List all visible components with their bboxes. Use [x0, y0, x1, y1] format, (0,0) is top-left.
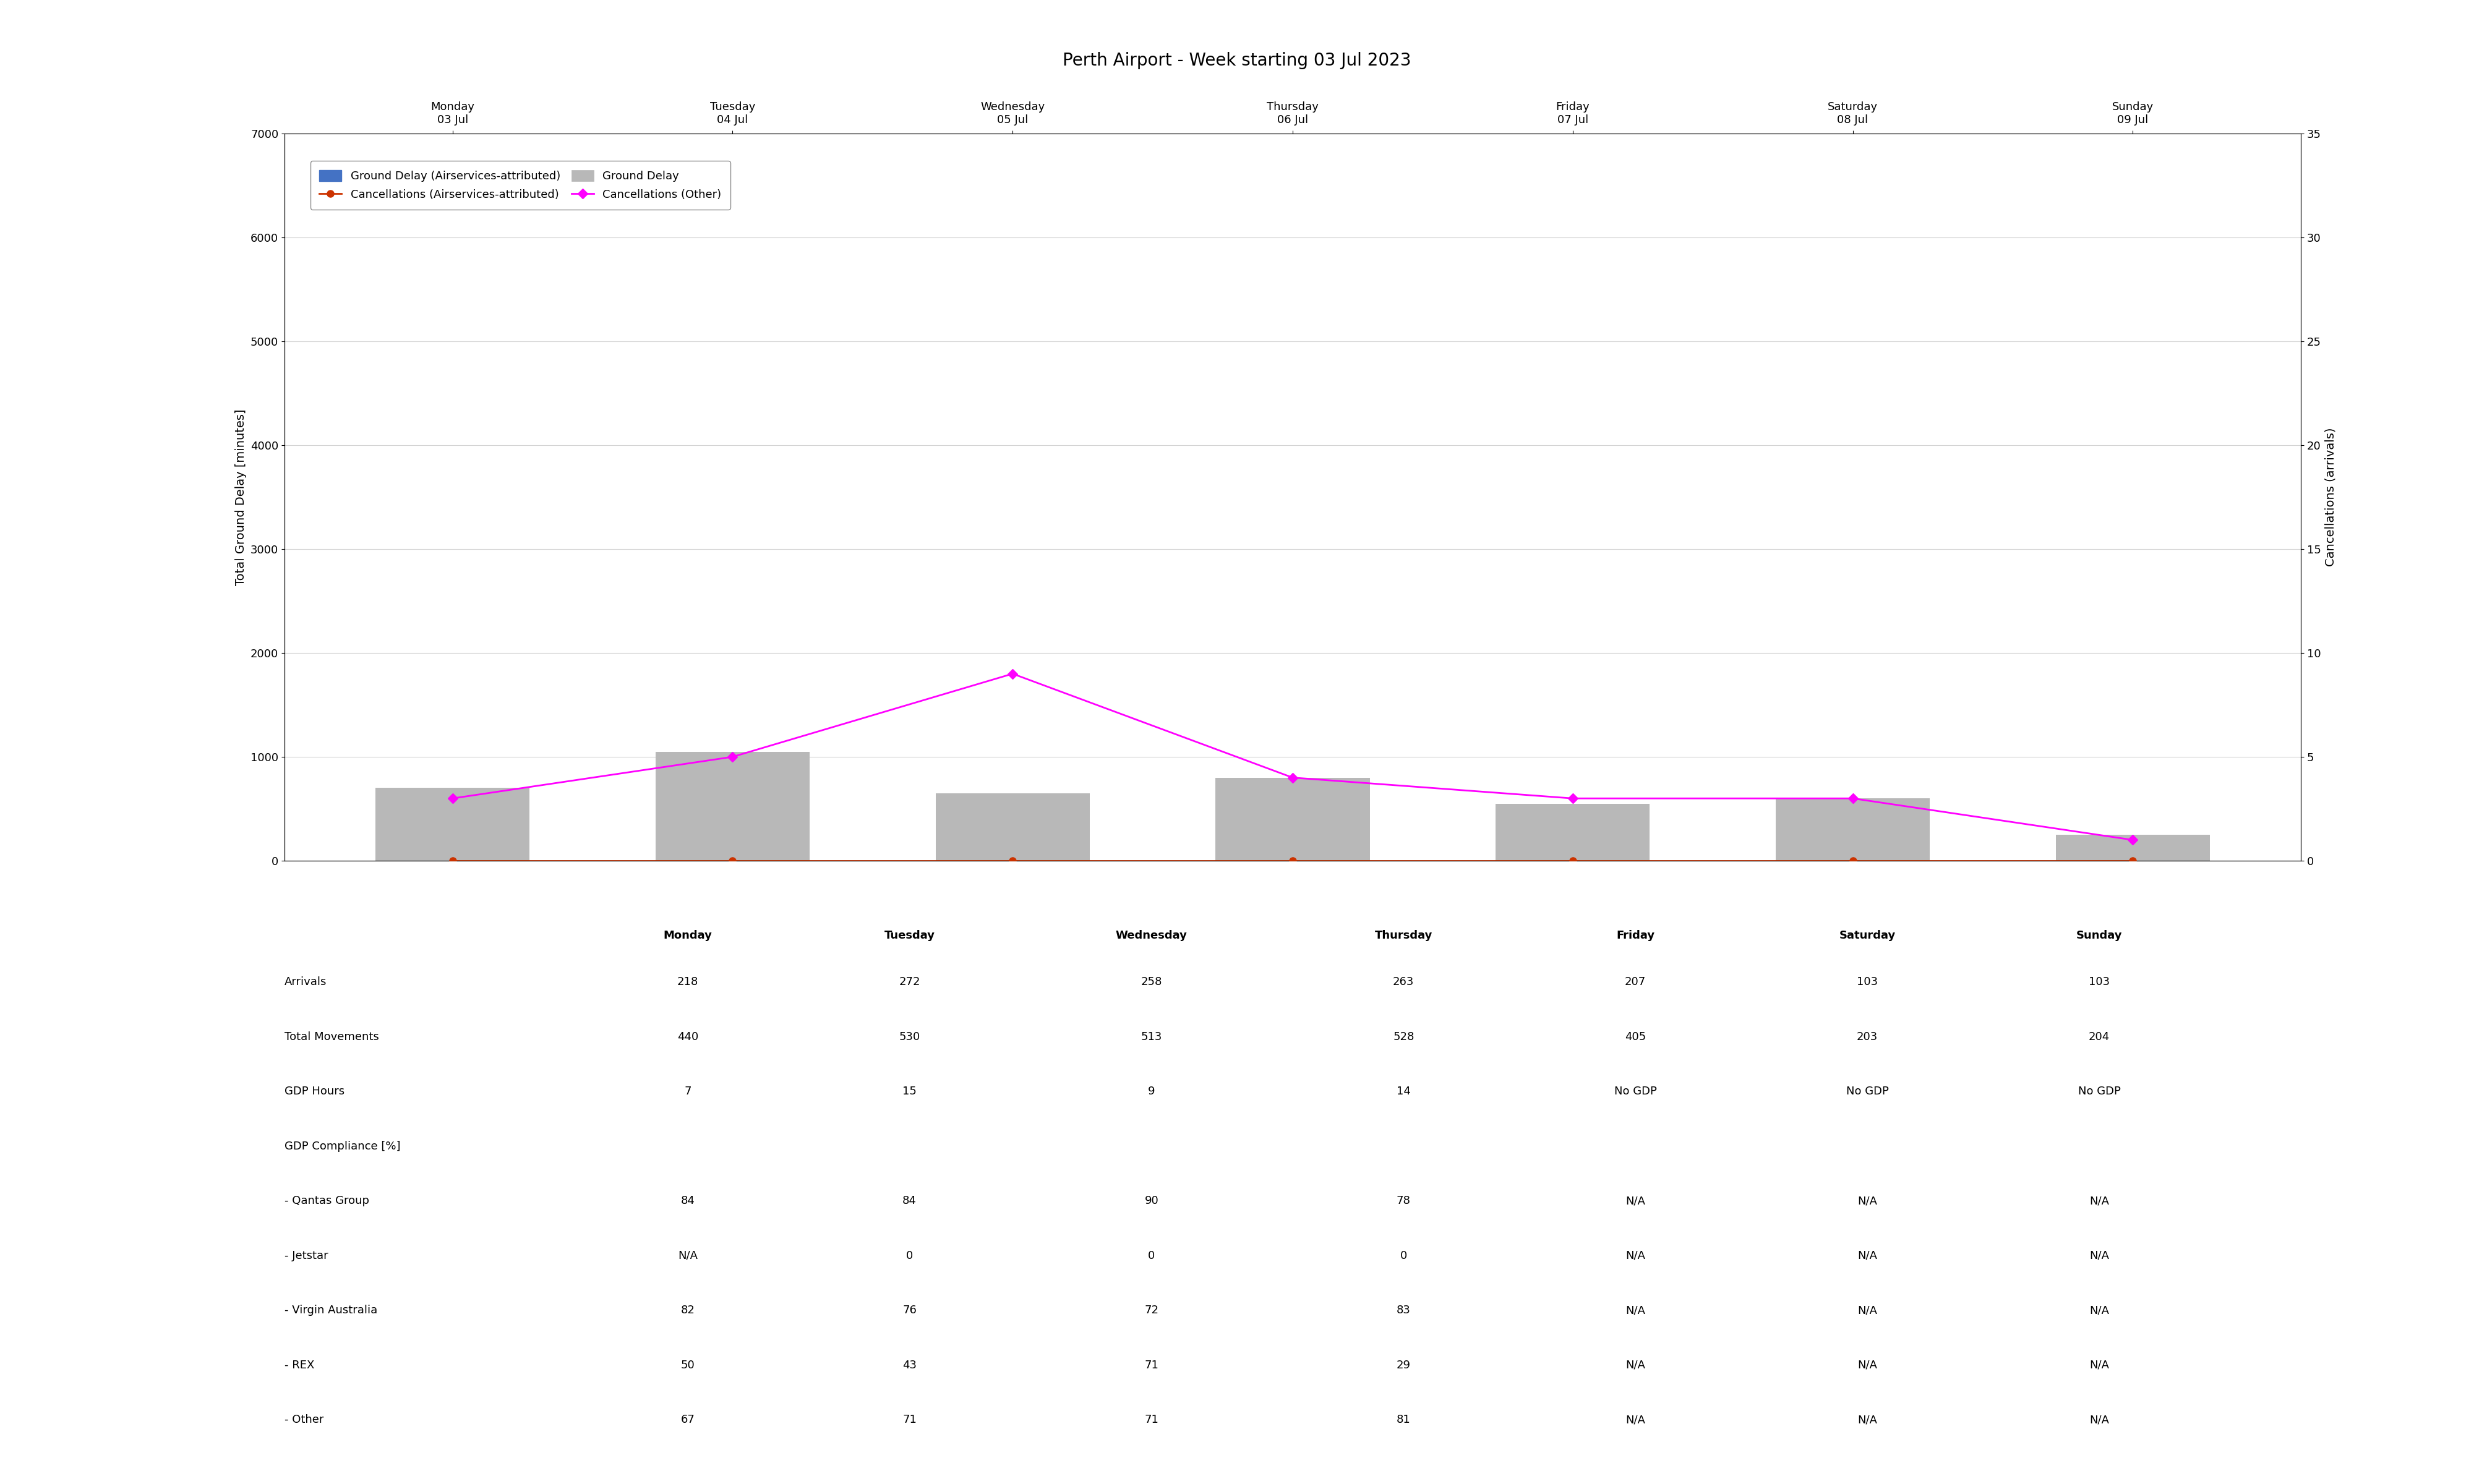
Text: N/A: N/A [2088, 1304, 2108, 1316]
Bar [1776, 798, 1930, 861]
Legend: Ground Delay (Airservices-attributed), Cancellations (Airservices-attributed), G: Ground Delay (Airservices-attributed), C… [309, 160, 730, 209]
Text: N/A: N/A [678, 1250, 698, 1261]
Text: 207: 207 [1625, 976, 1645, 987]
Text: 258: 258 [1141, 976, 1163, 987]
Cancellations (Other) [438, 789, 468, 807]
Cancellations (Airservices-attributed) [1277, 852, 1306, 870]
Text: 71: 71 [1145, 1359, 1158, 1371]
Text: N/A: N/A [1625, 1359, 1645, 1371]
Cancellations (Other) [2118, 831, 2147, 849]
Text: 103: 103 [1858, 976, 1878, 987]
Y-axis label: Total Ground Delay [minutes]: Total Ground Delay [minutes] [235, 410, 247, 585]
Text: 82: 82 [680, 1304, 695, 1316]
Text: Perth Airport - Week starting 03 Jul 2023: Perth Airport - Week starting 03 Jul 202… [1064, 52, 1410, 70]
Text: 0: 0 [1148, 1250, 1155, 1261]
Text: 83: 83 [1395, 1304, 1410, 1316]
Text: N/A: N/A [1625, 1304, 1645, 1316]
Text: 272: 272 [898, 976, 920, 987]
Text: 50: 50 [680, 1359, 695, 1371]
Text: N/A: N/A [1858, 1304, 1878, 1316]
Text: - Qantas Group: - Qantas Group [285, 1195, 369, 1206]
Cancellations (Airservices-attributed) [1559, 852, 1588, 870]
Text: Arrivals: Arrivals [285, 976, 327, 987]
Text: 513: 513 [1141, 1031, 1163, 1042]
Text: Saturday: Saturday [1838, 930, 1895, 941]
Text: N/A: N/A [2088, 1250, 2108, 1261]
Text: 103: 103 [2088, 976, 2110, 987]
Text: Total Movements: Total Movements [285, 1031, 379, 1042]
Text: N/A: N/A [1625, 1250, 1645, 1261]
Cancellations (Airservices-attributed) [997, 852, 1027, 870]
Text: 440: 440 [678, 1031, 698, 1042]
Text: 0: 0 [905, 1250, 913, 1261]
Line: Cancellations (Airservices-attributed): Cancellations (Airservices-attributed) [450, 858, 2135, 864]
Bar [656, 751, 809, 861]
Text: 29: 29 [1395, 1359, 1410, 1371]
Text: 405: 405 [1625, 1031, 1645, 1042]
Text: N/A: N/A [1858, 1250, 1878, 1261]
Text: 72: 72 [1145, 1304, 1158, 1316]
Text: 81: 81 [1395, 1414, 1410, 1426]
Text: N/A: N/A [2088, 1414, 2108, 1426]
Bar [935, 792, 1089, 861]
Cancellations (Other) [717, 748, 747, 766]
Cancellations (Other) [1277, 769, 1306, 787]
Text: - REX: - REX [285, 1359, 314, 1371]
Text: Wednesday: Wednesday [1116, 930, 1188, 941]
Text: N/A: N/A [2088, 1359, 2108, 1371]
Cancellations (Airservices-attributed) [2118, 852, 2147, 870]
Text: N/A: N/A [1858, 1359, 1878, 1371]
Text: 14: 14 [1395, 1086, 1410, 1097]
Text: 263: 263 [1393, 976, 1415, 987]
Text: N/A: N/A [1625, 1195, 1645, 1206]
Text: 530: 530 [898, 1031, 920, 1042]
Text: 71: 71 [903, 1414, 918, 1426]
Text: No GDP: No GDP [1846, 1086, 1888, 1097]
Text: 204: 204 [2088, 1031, 2110, 1042]
Text: N/A: N/A [2088, 1195, 2108, 1206]
Bar [1215, 778, 1371, 861]
Text: 203: 203 [1856, 1031, 1878, 1042]
Text: Thursday: Thursday [1376, 930, 1432, 941]
Text: 71: 71 [1145, 1414, 1158, 1426]
Text: Friday: Friday [1616, 930, 1655, 941]
Text: Sunday: Sunday [2076, 930, 2123, 941]
Text: GDP Hours: GDP Hours [285, 1086, 344, 1097]
Text: 76: 76 [903, 1304, 918, 1316]
Text: 84: 84 [680, 1195, 695, 1206]
Text: Monday: Monday [663, 930, 713, 941]
Text: 0: 0 [1400, 1250, 1408, 1261]
Text: 15: 15 [903, 1086, 918, 1097]
Text: 7: 7 [685, 1086, 690, 1097]
Cancellations (Airservices-attributed) [717, 852, 747, 870]
Y-axis label: Cancellations (arrivals): Cancellations (arrivals) [2326, 427, 2335, 567]
Bar [2056, 834, 2209, 861]
Text: - Virgin Australia: - Virgin Australia [285, 1304, 379, 1316]
Cancellations (Airservices-attributed) [438, 852, 468, 870]
Text: 43: 43 [903, 1359, 918, 1371]
Text: No GDP: No GDP [2078, 1086, 2120, 1097]
Text: 9: 9 [1148, 1086, 1155, 1097]
Line: Cancellations (Other): Cancellations (Other) [450, 671, 2135, 843]
Text: 67: 67 [680, 1414, 695, 1426]
Cancellations (Other) [997, 665, 1027, 683]
Bar [376, 788, 529, 861]
Text: 90: 90 [1145, 1195, 1158, 1206]
Text: 84: 84 [903, 1195, 918, 1206]
Text: GDP Compliance [%]: GDP Compliance [%] [285, 1141, 401, 1152]
Text: 528: 528 [1393, 1031, 1415, 1042]
Text: - Other: - Other [285, 1414, 324, 1426]
Text: 78: 78 [1395, 1195, 1410, 1206]
Cancellations (Other) [1838, 789, 1868, 807]
Text: No GDP: No GDP [1613, 1086, 1658, 1097]
Bar [1497, 803, 1650, 861]
Text: N/A: N/A [1625, 1414, 1645, 1426]
Text: 218: 218 [678, 976, 698, 987]
Text: Tuesday: Tuesday [883, 930, 935, 941]
Cancellations (Other) [1559, 789, 1588, 807]
Cancellations (Airservices-attributed) [1838, 852, 1868, 870]
Text: - Jetstar: - Jetstar [285, 1250, 329, 1261]
Text: N/A: N/A [1858, 1195, 1878, 1206]
Text: N/A: N/A [1858, 1414, 1878, 1426]
